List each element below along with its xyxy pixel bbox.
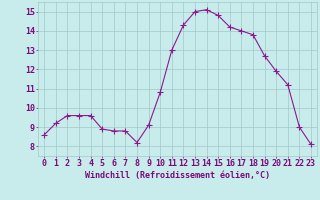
X-axis label: Windchill (Refroidissement éolien,°C): Windchill (Refroidissement éolien,°C) <box>85 171 270 180</box>
